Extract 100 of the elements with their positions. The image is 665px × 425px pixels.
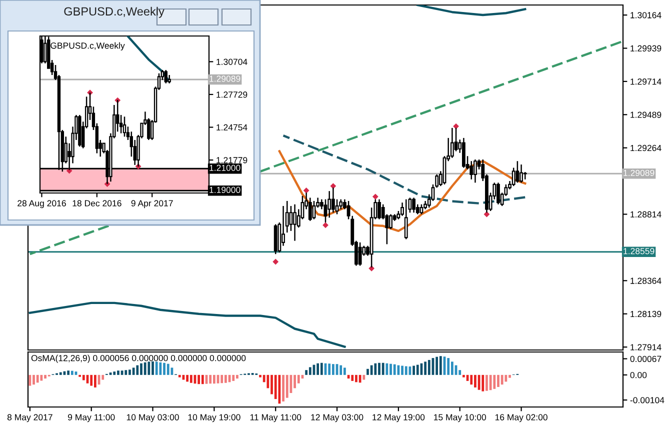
candlestick bbox=[164, 69, 168, 84]
y-tick-label: 1.27914 bbox=[630, 344, 662, 350]
y-tick-label: 1.29714 bbox=[630, 78, 662, 85]
bar bbox=[450, 362, 454, 375]
y-tick-label: 1.30704 bbox=[216, 58, 248, 65]
bar bbox=[201, 374, 204, 384]
candlestick bbox=[358, 242, 362, 266]
bar bbox=[308, 367, 312, 375]
bar bbox=[159, 362, 162, 375]
x-tick-label: 9 May 11:00 bbox=[68, 414, 115, 422]
x-tick-label: 12 May 19:00 bbox=[372, 414, 425, 422]
candlestick bbox=[289, 205, 293, 232]
bar bbox=[404, 366, 408, 375]
bar bbox=[232, 374, 235, 381]
candlestick bbox=[470, 160, 474, 180]
bar bbox=[136, 365, 139, 375]
bar bbox=[220, 374, 224, 384]
bar bbox=[144, 362, 146, 375]
candlestick bbox=[404, 198, 408, 240]
bar bbox=[316, 363, 320, 375]
bar bbox=[152, 361, 154, 375]
y-tick-label: 0.00 bbox=[630, 372, 647, 378]
bar bbox=[508, 374, 511, 378]
bar bbox=[128, 370, 131, 375]
x-tick-label: 10 May 03:00 bbox=[126, 414, 179, 422]
bar bbox=[274, 374, 277, 400]
bar bbox=[386, 363, 388, 375]
y-tick-label: 1.28814 bbox=[630, 211, 662, 218]
point bbox=[322, 222, 328, 228]
bar bbox=[482, 374, 484, 392]
bar bbox=[424, 362, 426, 375]
bar bbox=[82, 374, 85, 380]
bar bbox=[447, 358, 450, 375]
point bbox=[272, 258, 279, 265]
bar bbox=[124, 370, 128, 375]
point bbox=[303, 188, 310, 194]
candlestick bbox=[520, 164, 523, 184]
line-series bbox=[126, 36, 170, 83]
bar bbox=[351, 374, 354, 381]
bar bbox=[70, 370, 74, 375]
bar bbox=[470, 374, 473, 385]
bar bbox=[370, 365, 373, 375]
ref-line-label: 1.29089 bbox=[624, 170, 654, 176]
y-tick-label: 1.29264 bbox=[630, 144, 662, 152]
bar bbox=[332, 364, 334, 375]
bar bbox=[355, 374, 358, 382]
candlestick bbox=[450, 127, 454, 158]
y-tick-label: 1.27729 bbox=[216, 92, 248, 98]
bar bbox=[344, 368, 346, 375]
y-tick-label: 1.28139 bbox=[630, 310, 662, 318]
bar bbox=[36, 374, 39, 383]
bar bbox=[117, 370, 120, 375]
candlestick bbox=[328, 190, 332, 218]
y-tick-label: 1.24754 bbox=[216, 124, 248, 130]
x-tick-label: 11 May 11:00 bbox=[250, 414, 302, 422]
candlestick bbox=[516, 160, 520, 184]
bar bbox=[378, 362, 380, 375]
bar bbox=[44, 374, 46, 379]
bar bbox=[393, 364, 396, 375]
bar bbox=[209, 374, 212, 384]
bar bbox=[486, 374, 488, 391]
y-tick-label: 1.28364 bbox=[630, 278, 662, 284]
y-tick-label: 1.29939 bbox=[630, 45, 662, 52]
candlestick bbox=[462, 137, 466, 168]
bar bbox=[493, 374, 496, 389]
x-tick-label: 18 Dec 2016 bbox=[72, 200, 122, 206]
bar bbox=[366, 368, 369, 375]
point bbox=[372, 194, 378, 200]
ref-line-label: 1.28559 bbox=[624, 248, 654, 254]
bar bbox=[286, 374, 288, 398]
y-tick-label: 0.00067 bbox=[630, 356, 662, 362]
bar bbox=[439, 356, 442, 375]
y-tick-label: 1.30164 bbox=[630, 12, 662, 18]
bar bbox=[67, 370, 70, 375]
candlestick bbox=[389, 214, 392, 230]
bar bbox=[282, 374, 284, 402]
line-series bbox=[28, 302, 346, 348]
candlestick bbox=[293, 204, 296, 242]
bar bbox=[190, 374, 192, 383]
ref-line-label: 1.19000 bbox=[210, 186, 240, 193]
bar bbox=[428, 360, 430, 375]
bar bbox=[462, 374, 465, 378]
bar bbox=[504, 374, 508, 382]
bar bbox=[497, 374, 500, 387]
ref-line-label: 1.29089 bbox=[210, 76, 240, 82]
bar bbox=[32, 374, 35, 385]
bar bbox=[155, 362, 158, 375]
bar bbox=[132, 368, 135, 375]
bar bbox=[328, 364, 331, 375]
y-tick-label: -0.00104 bbox=[630, 397, 664, 404]
candlestick bbox=[412, 197, 416, 214]
x-tick-label: 12 May 03:00 bbox=[311, 414, 364, 422]
bar bbox=[474, 374, 476, 388]
bar bbox=[186, 374, 188, 382]
bar bbox=[382, 362, 384, 375]
bar bbox=[28, 374, 32, 386]
x-tick-label: 9 Apr 2017 bbox=[131, 200, 173, 208]
bar bbox=[40, 374, 43, 381]
bar bbox=[178, 374, 181, 378]
bar bbox=[340, 365, 342, 375]
